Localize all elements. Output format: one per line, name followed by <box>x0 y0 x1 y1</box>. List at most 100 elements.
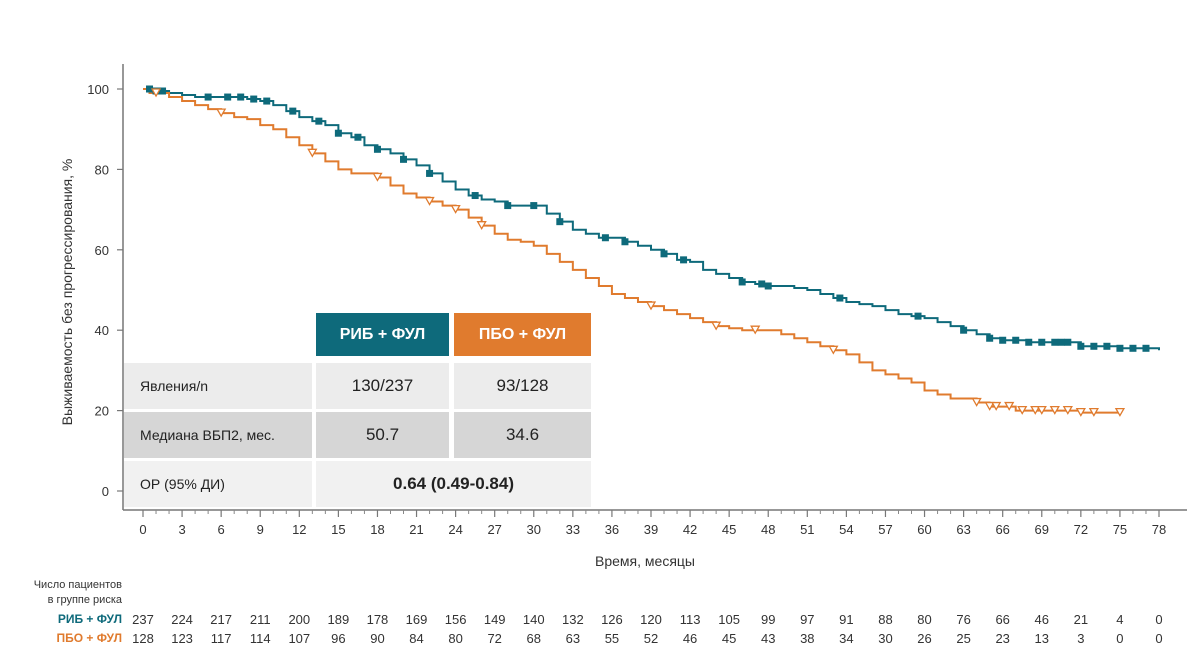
censor-mark-pbo <box>971 397 982 407</box>
censor-mark-rib <box>315 117 323 125</box>
x-tick-label: 57 <box>878 522 892 537</box>
censor-mark-rib <box>237 93 245 101</box>
row-hr-label: ОР (95% ДИ) <box>124 461 312 507</box>
row-events-pbo: 93/128 <box>454 363 591 409</box>
y-tick-label: 0 <box>102 484 109 499</box>
risk-count: 105 <box>718 612 740 627</box>
censor-mark-pbo <box>1049 405 1060 415</box>
risk-count: 97 <box>800 612 815 627</box>
risk-count: 0 <box>1116 631 1124 646</box>
x-tick-label: 12 <box>292 522 306 537</box>
y-tick-label: 40 <box>95 323 109 338</box>
risk-count: 0 <box>1155 612 1163 627</box>
censor-mark-rib <box>1129 344 1137 352</box>
risk-count: 21 <box>1073 612 1089 627</box>
risk-count: 88 <box>878 612 893 627</box>
censor-mark-rib <box>986 334 994 342</box>
row-events-label: Явления/n <box>124 363 312 409</box>
censor-mark-rib <box>400 155 408 163</box>
censor-mark-rib <box>373 145 381 153</box>
row-median-rib: 50.7 <box>316 412 449 458</box>
risk-count: 3 <box>1077 631 1085 646</box>
censor-mark-rib <box>1064 338 1072 346</box>
censor-mark-rib <box>1103 342 1111 350</box>
x-tick-label: 66 <box>995 522 1009 537</box>
censor-mark-rib <box>263 97 271 105</box>
risk-row-name-pbo: ПБО + ФУЛ <box>56 631 122 645</box>
censor-mark-rib <box>354 133 362 141</box>
censor-mark-pbo <box>372 172 383 182</box>
risk-count: 13 <box>1034 631 1049 646</box>
censor-mark-pbo <box>1114 407 1126 417</box>
x-tick-label: 48 <box>761 522 775 537</box>
risk-count: 169 <box>405 612 428 627</box>
censor-mark-rib <box>504 202 512 210</box>
risk-count: 113 <box>679 612 701 627</box>
x-tick-label: 75 <box>1113 522 1127 537</box>
risk-count: 63 <box>565 631 581 646</box>
censor-mark-pbo <box>984 401 995 411</box>
header-rib: РИБ + ФУЛ <box>316 313 449 356</box>
risk-count: 126 <box>601 612 623 627</box>
y-tick-label: 60 <box>95 243 109 258</box>
risk-count: 99 <box>760 612 776 627</box>
censor-marks <box>146 85 1150 417</box>
x-tick-label: 21 <box>409 522 423 537</box>
risk-count: 120 <box>640 612 662 627</box>
censor-mark-rib <box>1090 342 1098 350</box>
risk-count: 25 <box>956 631 971 646</box>
censor-mark-pbo <box>645 301 657 311</box>
risk-count: 237 <box>132 612 154 627</box>
censor-mark-rib <box>1051 338 1059 346</box>
summary-table: РИБ + ФУЛ ПБО + ФУЛ Явления/n 130/237 93… <box>124 313 592 507</box>
risk-count: 132 <box>561 612 584 627</box>
risk-count: 0 <box>1155 631 1163 646</box>
risk-count: 52 <box>643 631 659 646</box>
y-tick-label: 20 <box>95 404 109 419</box>
censor-mark-rib <box>1025 338 1033 346</box>
censor-mark-rib <box>1142 344 1150 352</box>
risk-count: 128 <box>132 631 154 646</box>
risk-count: 80 <box>917 612 932 627</box>
censor-mark-rib <box>289 107 297 115</box>
x-tick-label: 39 <box>644 522 658 537</box>
censor-mark-pbo <box>711 321 722 331</box>
censor-mark-rib <box>914 312 922 320</box>
censor-mark-pbo <box>828 345 839 355</box>
censor-mark-rib <box>758 280 766 288</box>
risk-count: 38 <box>800 631 815 646</box>
censor-mark-rib <box>146 85 154 93</box>
risk-count: 84 <box>409 631 424 646</box>
censor-mark-pbo <box>150 88 162 98</box>
censor-mark-rib <box>471 192 479 200</box>
risk-title-line2: в группе риска <box>47 594 122 606</box>
x-tick-label: 3 <box>178 522 185 537</box>
x-tick-label: 51 <box>800 522 814 537</box>
series-line-0 <box>143 88 1160 351</box>
censor-mark-pbo <box>991 401 1002 411</box>
risk-count: 43 <box>760 631 776 646</box>
x-tick-label: 9 <box>257 522 264 537</box>
censor-mark-rib <box>680 256 688 264</box>
series-line-1 <box>143 88 1120 414</box>
risk-count: 46 <box>1034 612 1049 627</box>
censor-mark-rib <box>204 93 212 101</box>
censor-mark-rib <box>530 202 538 210</box>
censor-mark-pbo <box>216 108 227 118</box>
censor-mark-rib <box>1012 336 1020 344</box>
censor-mark-rib <box>1116 344 1124 352</box>
x-tick-label: 0 <box>139 522 146 537</box>
survival-curves <box>143 88 1160 414</box>
censor-mark-rib <box>1057 338 1065 346</box>
x-tick-label: 45 <box>722 522 736 537</box>
risk-count: 4 <box>1116 612 1124 627</box>
risk-count: 66 <box>995 612 1010 627</box>
risk-count: 45 <box>721 631 737 646</box>
x-tick-label: 30 <box>527 522 541 537</box>
censor-mark-pbo <box>1017 405 1028 415</box>
censor-mark-pbo <box>750 325 761 335</box>
row-median-pbo: 34.6 <box>454 412 591 458</box>
x-axis-title: Время, месяцы <box>595 553 695 569</box>
x-tick-label: 63 <box>956 522 970 537</box>
censor-mark-rib <box>660 250 668 258</box>
